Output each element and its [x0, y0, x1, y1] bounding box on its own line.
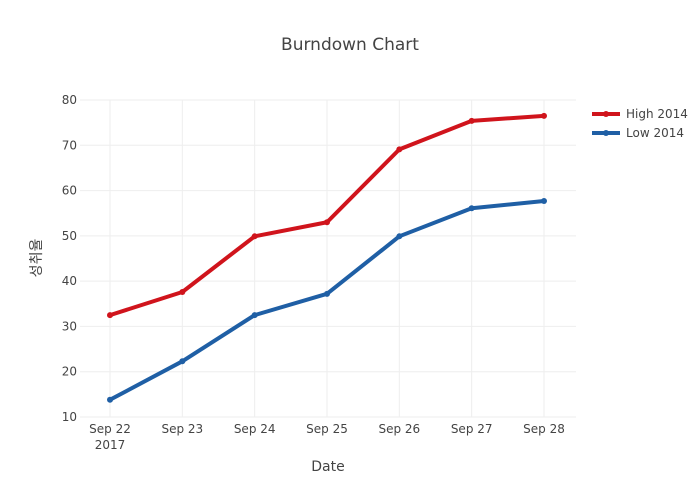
- data-point[interactable]: [179, 289, 186, 296]
- legend-item[interactable]: Low 2014: [592, 126, 684, 140]
- y-tick-label: 80: [62, 93, 77, 107]
- y-tick-label: 60: [62, 184, 77, 198]
- x-axis-ticks: Sep 22 Sep 23 Sep 24 Sep 25 Sep 26 Sep 27 Sep …: [89, 422, 565, 452]
- y-tick-label: 20: [62, 365, 77, 379]
- y-axis-ticks: 10 20 30 40 50 60 70 80: [62, 93, 77, 424]
- legend-item[interactable]: High 2014: [592, 107, 688, 121]
- series-lines: [107, 112, 547, 403]
- data-point[interactable]: [324, 290, 330, 297]
- y-tick-label: 40: [62, 274, 77, 288]
- data-point[interactable]: [396, 233, 403, 240]
- data-point[interactable]: [468, 205, 475, 212]
- y-tick-label: 30: [62, 319, 77, 333]
- data-point[interactable]: [251, 312, 258, 319]
- y-tick-label: 10: [62, 410, 77, 424]
- data-point[interactable]: [396, 146, 403, 153]
- x-tick-label: Sep 27: [451, 422, 493, 436]
- x-tick-label: Sep 24: [234, 422, 276, 436]
- x-axis-title: Date: [311, 459, 344, 475]
- x-tick-label: Sep 26: [378, 422, 420, 436]
- data-point[interactable]: [107, 312, 113, 319]
- legend-marker: [603, 111, 609, 117]
- data-point[interactable]: [324, 219, 330, 226]
- data-point[interactable]: [179, 358, 186, 365]
- data-point[interactable]: [541, 197, 547, 204]
- gridlines: [80, 99, 576, 418]
- y-axis-title: 성취율: [29, 239, 45, 278]
- y-tick-label: 50: [62, 229, 77, 243]
- data-point[interactable]: [541, 112, 547, 119]
- data-point[interactable]: [107, 396, 113, 403]
- data-point[interactable]: [251, 233, 258, 240]
- y-tick-label: 70: [62, 138, 77, 152]
- x-year-label: 2017: [95, 438, 126, 452]
- legend-label: High 2014: [626, 107, 688, 121]
- legend-marker: [603, 130, 609, 136]
- chart-title: Burndown Chart: [281, 35, 419, 55]
- data-point[interactable]: [468, 117, 475, 124]
- legend[interactable]: High 2014 Low 2014: [592, 107, 688, 140]
- x-tick-label: Sep 28: [523, 422, 565, 436]
- x-tick-label: Sep 23: [161, 422, 203, 436]
- legend-label: Low 2014: [626, 126, 684, 140]
- x-tick-label: Sep 22: [89, 422, 131, 436]
- x-tick-label: Sep 25: [306, 422, 348, 436]
